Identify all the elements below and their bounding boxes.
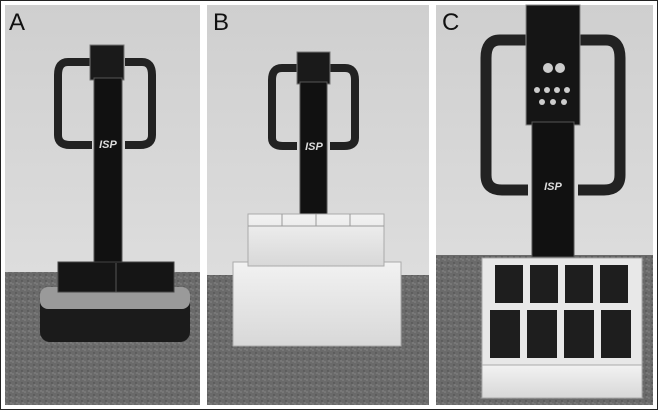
panel-label: A xyxy=(9,9,25,36)
panel-label: B xyxy=(213,9,229,36)
grid-box-front xyxy=(482,365,642,398)
logo: ISP xyxy=(544,181,562,193)
console xyxy=(90,45,124,80)
panel-a: ISP A xyxy=(5,5,200,405)
console xyxy=(297,52,330,84)
panel-label: C xyxy=(442,9,459,36)
console xyxy=(526,5,580,125)
logo: ISP xyxy=(99,139,117,151)
figure: ISP A ISP B ISP xyxy=(0,0,658,410)
step-lower xyxy=(233,262,401,346)
page: ISP A ISP B ISP xyxy=(0,0,658,410)
panel-b: ISP B xyxy=(207,5,429,405)
panel-c: ISP C xyxy=(436,5,653,405)
logo: ISP xyxy=(305,141,323,153)
column xyxy=(94,78,122,268)
